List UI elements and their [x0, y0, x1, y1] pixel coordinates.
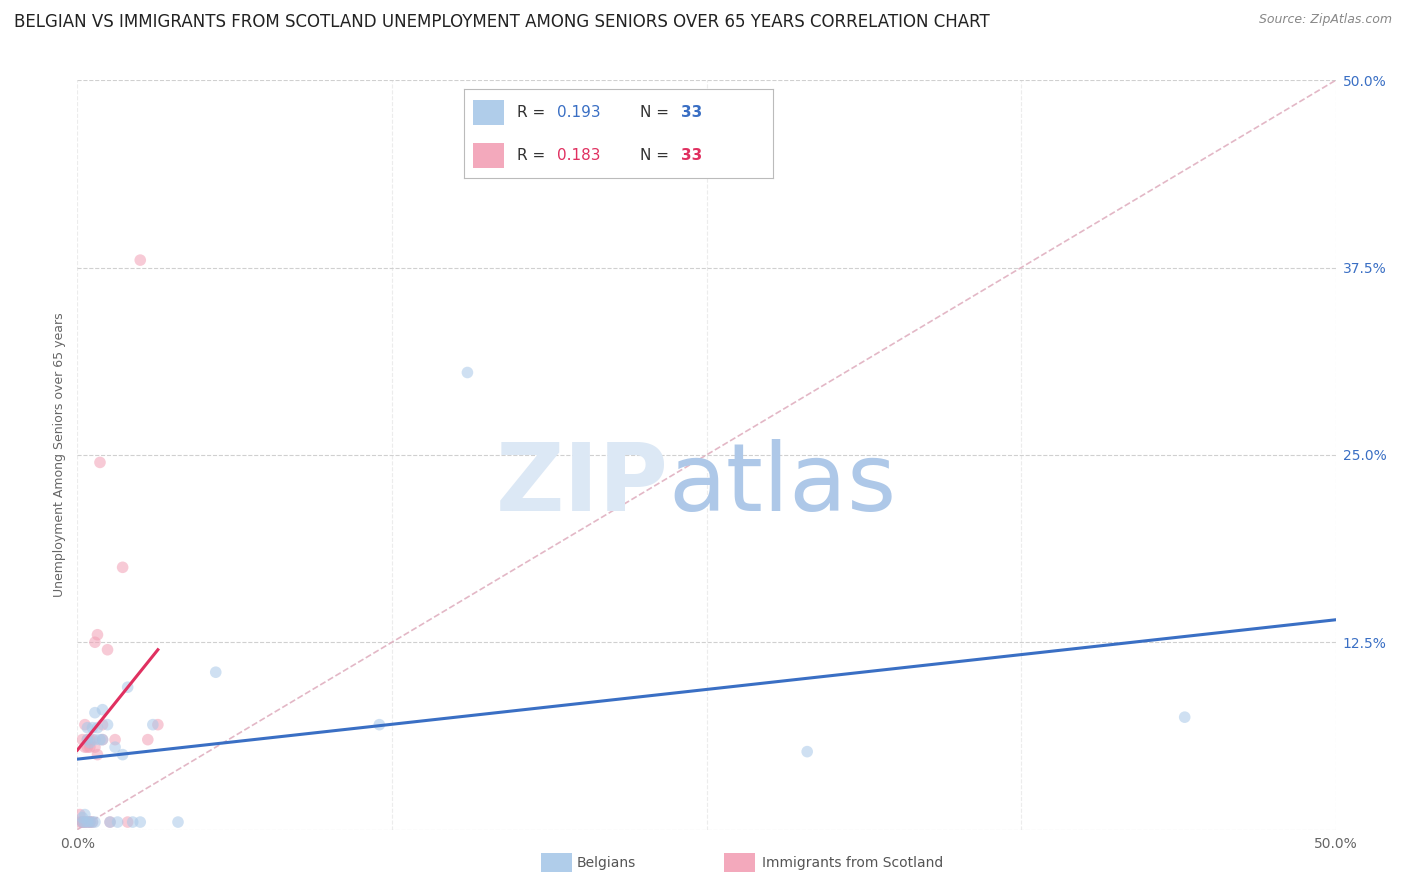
Point [79, 740, 101, 755]
Point [82, 732, 104, 747]
Point [204, 665, 226, 680]
Point [76, 721, 98, 735]
Point [84, 815, 107, 830]
Point [86, 628, 108, 642]
Point [98, 815, 121, 830]
Text: Belgians: Belgians [576, 855, 636, 870]
Point [111, 747, 134, 762]
Text: 0.183: 0.183 [557, 148, 600, 162]
Point [796, 745, 818, 759]
Point [84, 740, 107, 755]
Text: Immigrants from Scotland: Immigrants from Scotland [762, 855, 943, 870]
Point [73, 717, 96, 731]
Point [91, 703, 114, 717]
Point [111, 560, 134, 574]
Point [72, 732, 94, 747]
Point [91, 732, 114, 747]
Point [73, 815, 96, 830]
Point [129, 253, 152, 268]
Point [79, 815, 101, 830]
Point [84, 732, 107, 747]
Point [167, 815, 190, 830]
Point [89, 455, 111, 469]
Point [69, 807, 91, 822]
Point [76, 732, 98, 747]
Point [1174, 710, 1197, 724]
Point [72, 815, 94, 830]
Y-axis label: Unemployment Among Seniors over 65 years: Unemployment Among Seniors over 65 years [53, 312, 66, 598]
Point [82, 721, 104, 735]
Point [129, 815, 152, 830]
Point [91, 717, 114, 731]
Point [73, 815, 96, 830]
Text: 0.193: 0.193 [557, 105, 600, 120]
Point [86, 747, 108, 762]
Point [89, 732, 111, 747]
Point [73, 807, 96, 822]
Point [368, 717, 391, 731]
Point [82, 815, 104, 830]
Text: 33: 33 [681, 105, 702, 120]
Point [76, 815, 98, 830]
Point [136, 732, 159, 747]
Text: 33: 33 [681, 148, 702, 162]
Text: Source: ZipAtlas.com: Source: ZipAtlas.com [1258, 13, 1392, 27]
Point [104, 740, 127, 755]
Text: atlas: atlas [669, 439, 897, 531]
Point [84, 635, 107, 649]
Point [79, 736, 101, 750]
Point [72, 815, 94, 830]
Point [117, 680, 139, 694]
Point [79, 815, 101, 830]
Point [73, 815, 96, 830]
Text: BELGIAN VS IMMIGRANTS FROM SCOTLAND UNEMPLOYMENT AMONG SENIORS OVER 65 YEARS COR: BELGIAN VS IMMIGRANTS FROM SCOTLAND UNEM… [14, 13, 990, 31]
Point [98, 815, 121, 830]
Text: R =: R = [516, 105, 550, 120]
Point [79, 732, 101, 747]
Point [84, 706, 107, 720]
Bar [474, 100, 505, 125]
Text: N =: N = [640, 105, 673, 120]
Bar [474, 143, 505, 168]
Point [76, 815, 98, 830]
Point [104, 732, 127, 747]
Point [76, 740, 98, 755]
Point [82, 815, 104, 830]
Point [69, 815, 91, 830]
Point [79, 815, 101, 830]
Point [121, 815, 143, 830]
Text: R =: R = [516, 148, 550, 162]
Text: N =: N = [640, 148, 673, 162]
Point [96, 717, 118, 731]
Point [107, 815, 129, 830]
Point [142, 717, 165, 731]
Point [91, 732, 114, 747]
Point [146, 717, 169, 731]
Point [76, 732, 98, 747]
Point [73, 740, 96, 755]
Point [96, 642, 118, 657]
Text: ZIP: ZIP [496, 439, 669, 531]
Point [117, 815, 139, 830]
Point [456, 366, 478, 380]
Point [86, 721, 108, 735]
Point [72, 811, 94, 825]
Point [72, 815, 94, 830]
